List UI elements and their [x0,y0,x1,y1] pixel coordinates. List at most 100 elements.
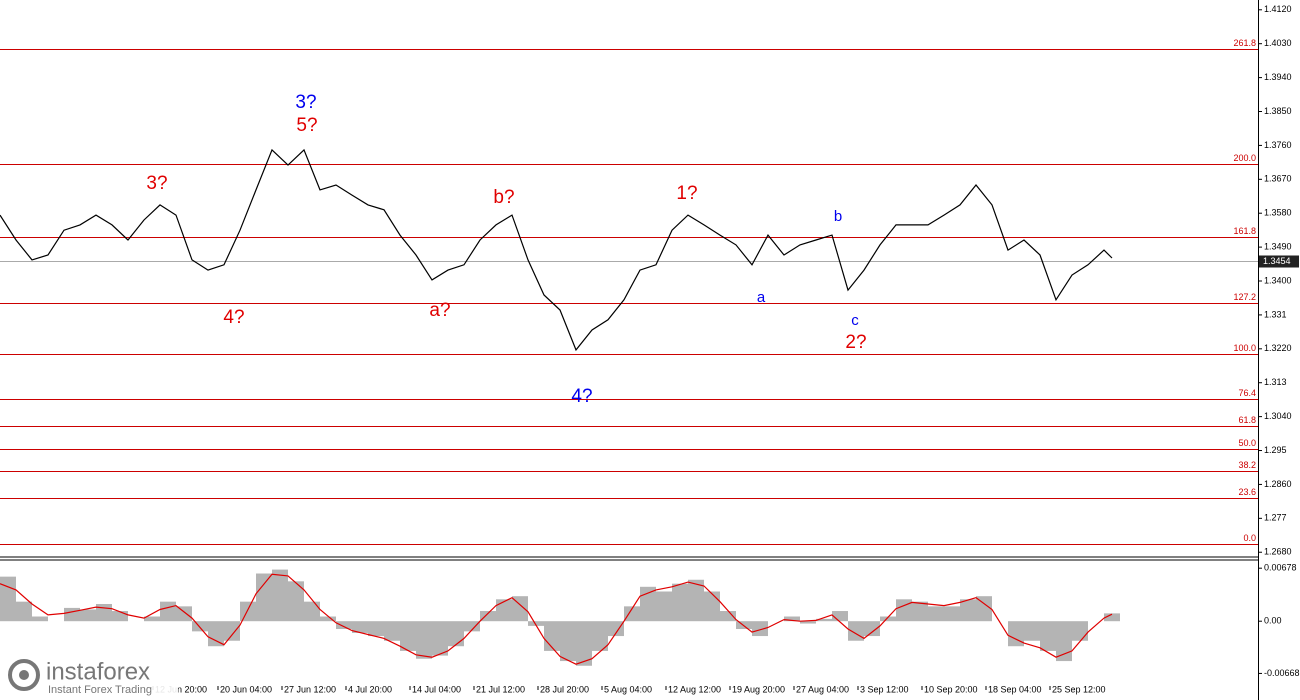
x-tick-label: 28 Jul 20:00 [540,684,589,694]
histogram-bar [384,621,400,641]
wave-label: b [834,208,842,225]
signal-line [0,573,1113,665]
fib-label: 76.4 [1238,388,1256,398]
histogram-bar [448,621,464,647]
x-tick-label: 12 Aug 12:00 [668,684,721,694]
histogram-bar [640,586,656,622]
histogram-bar [1104,613,1112,622]
histogram-bar [656,591,672,622]
histogram-bar [416,621,432,659]
logo-background [2,654,178,698]
wave-labels: 3? 5? 3? 4? a? b? 4? 1? a b c 2? [146,92,866,407]
histogram-bar [432,621,448,656]
y-tick-label: 1.4120 [1264,4,1292,14]
histogram-bar [944,606,960,622]
fib-label: 23.6 [1238,487,1256,497]
histogram-bar [320,616,336,622]
logo-icon [19,670,29,680]
x-tick-label: 5 Aug 04:00 [604,684,652,694]
fib-label: 38.2 [1238,460,1256,470]
histogram-bar [1072,621,1088,641]
histogram-bar [784,616,800,622]
histogram-bar [800,621,816,624]
histogram-bar [896,599,912,622]
histogram-bar [928,606,944,622]
y-tick-label: 1.295 [1264,445,1287,455]
y-tick-label: 1.3760 [1264,140,1292,150]
histogram-bar [560,621,576,662]
histogram-bar [368,621,384,637]
x-tick-label: 3 Sep 12:00 [860,684,909,694]
histogram-bar [1008,621,1024,647]
wave-label: 4? [571,386,592,407]
y-tick-label: -0.00668 [1264,668,1300,678]
histogram-bar [912,601,928,622]
y-tick-label: 1.3490 [1264,241,1292,251]
x-tick-label: 18 Sep 04:00 [988,684,1042,694]
histogram-bar [0,576,16,622]
y-tick-label: 1.3400 [1264,275,1292,285]
histogram-bar [80,609,96,622]
y-tick-label: 1.4030 [1264,38,1292,48]
wave-label: 3? [295,92,316,113]
wave-label: 5? [296,115,317,136]
histogram-bar [32,616,48,622]
histogram-bar [256,573,272,622]
histogram-bar [400,621,416,651]
brand-name: instaforex [46,658,150,685]
histogram-bar [704,591,720,622]
wave-label: a? [429,300,450,321]
histogram-bar [176,606,192,622]
histogram-bar [1056,621,1072,662]
y-tick-label: 1.2680 [1264,547,1292,557]
y-tick-label: 1.2860 [1264,479,1292,489]
histogram-bar [272,569,288,622]
brand-tagline: Instant Forex Trading [48,684,152,696]
histogram-bar [112,611,128,622]
histogram-bar [1112,613,1120,622]
histogram-bar [960,599,976,622]
x-tick-label: 27 Aug 04:00 [796,684,849,694]
histogram-bar [624,606,640,622]
watermark: instaforex Instant Forex Trading [2,654,178,698]
histogram-bar [288,581,304,622]
histogram-bar [864,621,880,637]
x-tick-label: 21 Jul 12:00 [476,684,525,694]
histogram-bar [592,621,608,651]
last-price-box [1259,255,1299,268]
wave-label: 2? [845,332,866,353]
x-tick-label: 10 Sep 20:00 [924,684,978,694]
x-tick-label: 4 Jul 20:00 [348,684,392,694]
histogram-bar [496,599,512,622]
histogram-bar [672,583,688,622]
histogram-bar [240,601,256,622]
histogram-bar [528,621,544,626]
last-price-label: 1.3454 [1263,256,1291,266]
histogram-bar [160,601,176,622]
histogram-bar [576,621,592,666]
histogram-bar [64,607,80,622]
wave-label: b? [493,187,514,208]
histogram-bar [464,621,480,632]
fib-label: 50.0 [1238,438,1256,448]
histogram-bar [976,596,992,622]
logo-icon [8,659,40,691]
fib-label: 0.0 [1243,533,1256,543]
histogram-bar [304,601,320,622]
histogram-bar [208,621,224,647]
histogram-bar [880,616,896,622]
x-tick-label: 14 Jul 04:00 [412,684,461,694]
y-tick-label: 1.3580 [1264,208,1292,218]
x-tick-label: 20 Jun 04:00 [220,684,272,694]
y-tick-label: 1.313 [1264,377,1287,387]
histogram-bar [16,601,32,622]
histogram-bar [688,579,704,622]
plot-background [0,0,1258,700]
wave-label: 3? [146,173,167,194]
histogram-bar [96,604,112,622]
histogram-bar [336,621,352,630]
histogram-bar [608,621,624,637]
histogram-bar [224,621,240,641]
x-tick-label: 12 Jun 20:00 [155,684,207,694]
